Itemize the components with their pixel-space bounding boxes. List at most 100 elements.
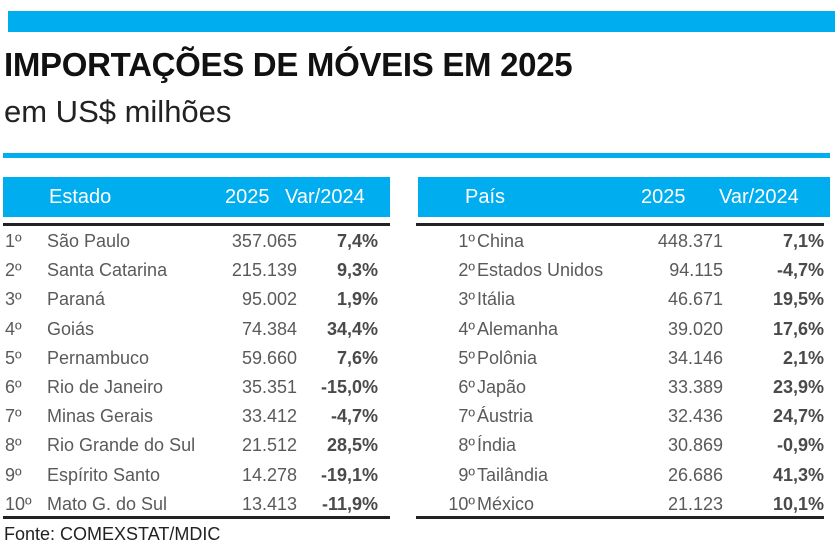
name-cell: Japão — [477, 377, 527, 397]
table-row: 4º Goiás 74.384 34,4% — [3, 316, 390, 345]
name-cell: Rio Grande do Sul — [47, 435, 196, 456]
table-row: 2º Santa Catarina 215.139 9,3% — [3, 257, 390, 286]
rank-cell: 10º — [448, 493, 475, 514]
states-table-header: Estado 2025 Var/2024 — [3, 177, 390, 217]
table-row: 5º Pernambuco 59.660 7,6% — [3, 345, 390, 374]
table-row: 7º Minas Gerais 33.412 -4,7% — [3, 403, 390, 432]
value-cell: 448.371 — [657, 231, 723, 251]
name-cell: Rio de Janeiro — [47, 377, 164, 397]
table-row: 10º México 21.123 10,1% — [418, 491, 830, 520]
source-note: Fonte: COMEXSTAT/MDIC — [4, 524, 221, 544]
header-rule — [3, 223, 390, 226]
variation-cell: -0,9% — [776, 435, 824, 456]
variation-cell: 9,3% — [336, 260, 378, 281]
column-header-var: Var/2024 — [285, 186, 365, 208]
column-header-var: Var/2024 — [719, 186, 799, 208]
variation-cell: -11,9% — [321, 493, 378, 514]
table-row: 4º Alemanha 39.020 17,6% — [418, 316, 830, 345]
value-cell: 30.869 — [667, 435, 723, 456]
name-cell: Estados Unidos — [477, 260, 604, 281]
top-accent-bar — [8, 11, 835, 32]
name-cell: Alemanha — [477, 318, 559, 339]
bottom-rule — [3, 516, 390, 519]
rank-cell: 7º — [458, 406, 475, 427]
table-row: 9º Espírito Santo 14.278 -19,1% — [3, 462, 390, 491]
name-cell: Itália — [477, 289, 516, 310]
table-row: 6º Rio de Janeiro 35.351 -15,0% — [3, 374, 390, 403]
column-header-2025: 2025 — [641, 186, 686, 208]
variation-cell: -4,7% — [330, 406, 378, 427]
column-header-2025: 2025 — [225, 186, 270, 208]
variation-cell: 7,6% — [336, 347, 378, 368]
rank-cell: 1º — [5, 231, 22, 251]
variation-cell: -19,1% — [320, 464, 378, 485]
variation-cell: -4,7% — [776, 260, 824, 281]
value-cell: 39.020 — [667, 318, 723, 339]
column-header-estado: Estado — [49, 186, 112, 208]
value-cell: 14.278 — [241, 464, 297, 485]
countries-table: País 2025 Var/2024 1º China 448.371 7,1% 2º E… — [416, 177, 830, 519]
table-row: 8º Índia 30.869 -0,9% — [418, 432, 830, 461]
rank-cell: 10º — [5, 493, 32, 514]
header-rule — [416, 223, 824, 226]
countries-table-header: País 2025 Var/2024 — [418, 177, 830, 217]
rank-cell: 6º — [458, 377, 475, 397]
rank-cell: 9º — [5, 464, 22, 485]
page-title: IMPORTAÇÕES DE MÓVEIS EM 2025 — [4, 46, 573, 83]
accent-divider — [3, 153, 830, 158]
variation-cell: 10,1% — [772, 493, 824, 514]
name-cell: Mato G. do Sul — [47, 493, 168, 514]
rank-cell: 8º — [5, 435, 22, 456]
rank-cell: 8º — [458, 435, 475, 456]
value-cell: 33.412 — [241, 406, 297, 427]
value-cell: 32.436 — [667, 406, 723, 427]
rank-cell: 6º — [5, 377, 22, 397]
variation-cell: 23,9% — [772, 377, 824, 397]
table-row: 8º Rio Grande do Sul 21.512 28,5% — [3, 432, 390, 461]
name-cell: México — [477, 493, 535, 514]
table-row: 3º Paraná 95.002 1,9% — [3, 286, 390, 315]
value-cell: 34.146 — [667, 347, 723, 368]
variation-cell: 17,6% — [772, 318, 824, 339]
rank-cell: 3º — [458, 289, 475, 310]
rank-cell: 9º — [458, 464, 475, 485]
variation-cell: 41,3% — [772, 464, 824, 485]
table-row: 7º Áustria 32.436 24,7% — [418, 403, 830, 432]
variation-cell: 7,4% — [336, 231, 378, 251]
value-cell: 21.123 — [667, 493, 723, 514]
value-cell: 26.686 — [667, 464, 723, 485]
name-cell: Índia — [477, 435, 517, 456]
page-subtitle: em US$ milhões — [4, 94, 232, 129]
name-cell: Áustria — [477, 406, 534, 427]
value-cell: 46.671 — [667, 289, 723, 310]
value-cell: 357.065 — [231, 231, 297, 251]
rank-cell: 3º — [5, 289, 22, 310]
table-row: 5º Polônia 34.146 2,1% — [418, 345, 830, 374]
table-row: 10º Mato G. do Sul 13.413 -11,9% — [3, 491, 390, 520]
rank-cell: 5º — [5, 347, 22, 368]
rank-cell: 2º — [458, 260, 475, 281]
table-row: 6º Japão 33.389 23,9% — [418, 374, 830, 403]
rank-cell: 7º — [5, 406, 22, 427]
table-row: 9º Tailândia 26.686 41,3% — [418, 462, 830, 491]
value-cell: 13.413 — [241, 493, 297, 514]
value-cell: 95.002 — [241, 289, 297, 310]
name-cell: São Paulo — [47, 231, 131, 251]
value-cell: 33.389 — [667, 377, 723, 397]
rank-cell: 2º — [5, 260, 22, 281]
value-cell: 74.384 — [241, 318, 297, 339]
variation-cell: 19,5% — [772, 289, 824, 310]
column-header-pais: País — [465, 186, 506, 208]
bottom-rule — [416, 516, 824, 519]
name-cell: Pernambuco — [47, 347, 150, 368]
rank-cell: 5º — [458, 347, 475, 368]
name-cell: Minas Gerais — [47, 406, 154, 427]
variation-cell: 34,4% — [326, 318, 378, 339]
table-row: 1º China 448.371 7,1% — [418, 228, 830, 257]
table-row: 2º Estados Unidos 94.115 -4,7% — [418, 257, 830, 286]
variation-cell: 1,9% — [336, 289, 378, 310]
name-cell: Santa Catarina — [47, 260, 168, 281]
name-cell: Tailândia — [477, 464, 549, 485]
name-cell: Polônia — [477, 347, 538, 368]
value-cell: 35.351 — [241, 377, 297, 397]
